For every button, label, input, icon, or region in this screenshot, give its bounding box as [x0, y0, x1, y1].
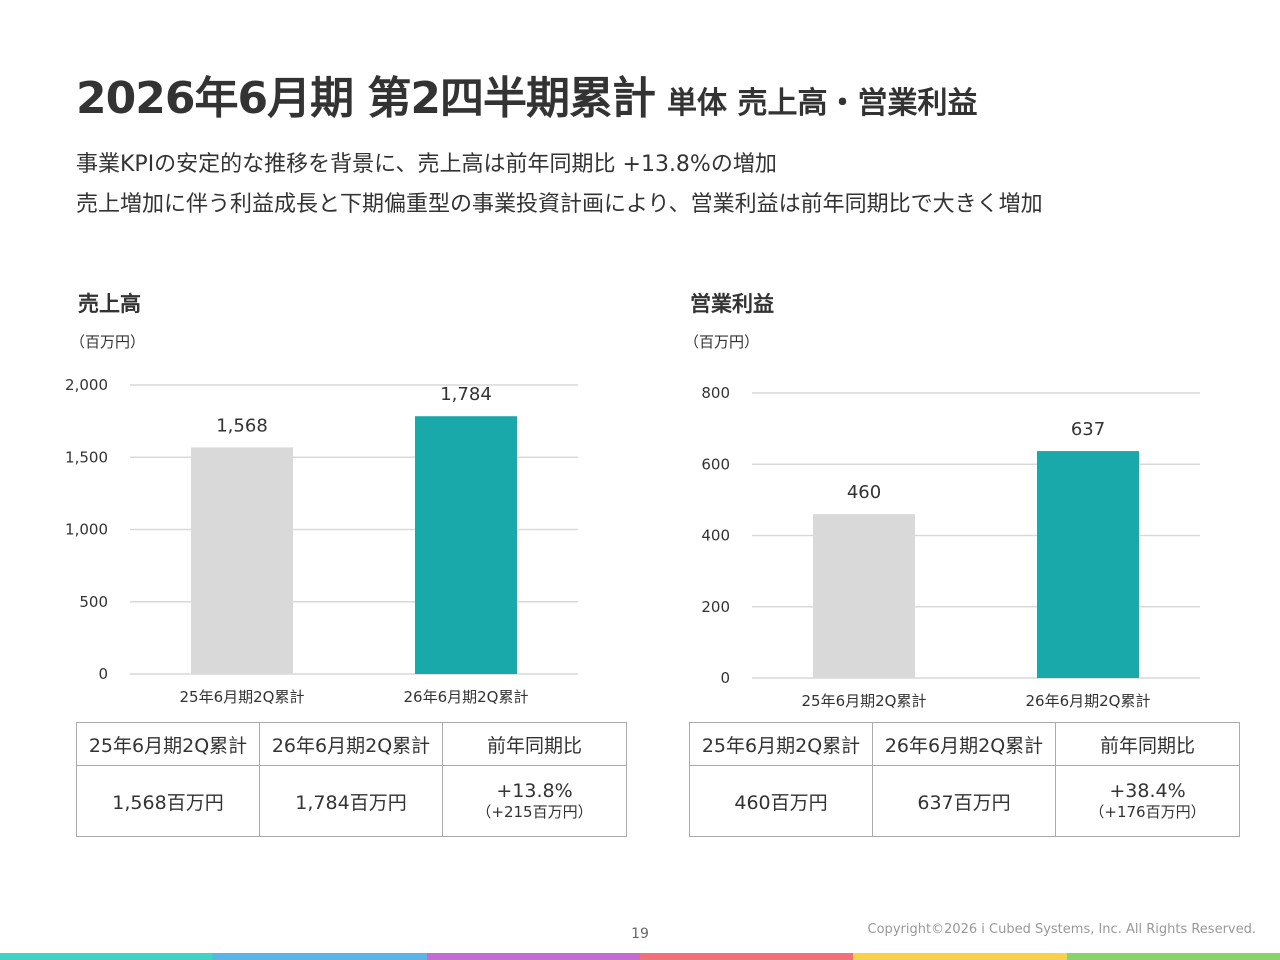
- data-label: 1,784: [440, 384, 492, 405]
- table-cell-prev: 460百万円: [689, 765, 873, 837]
- y-tick-label: 0: [720, 669, 730, 687]
- x-tick-label: 26年6月期2Q累計: [404, 688, 529, 706]
- operating-profit-unit-label: （百万円）: [684, 333, 760, 351]
- table-header-row: 25年6月期2Q累計 26年6月期2Q累計 前年同期比: [76, 722, 627, 766]
- y-tick-label: 0: [98, 665, 108, 683]
- y-tick-label: 600: [701, 455, 730, 473]
- lead-text-1: 事業KPIの安定的な推移を背景に、売上高は前年同期比 +13.8%の増加: [76, 152, 777, 177]
- slide-title: 2026年6月期 第2四半期累計: [76, 73, 656, 124]
- table-header-cell: 前年同期比: [442, 722, 627, 766]
- table-header-cell: 前年同期比: [1055, 722, 1240, 766]
- data-label: 1,568: [216, 415, 268, 436]
- x-tick-label: 25年6月期2Q累計: [802, 692, 927, 710]
- slide-subtitle: 単体 売上高・営業利益: [667, 86, 978, 121]
- sales-bar-chart: 0 500 1,000 1,500 2,000 1,568 25年6月期2Q累計 1,784 2…: [65, 376, 578, 706]
- bar: [415, 416, 517, 674]
- table-cell-current: 1,784百万円: [259, 765, 443, 837]
- lead-text-2: 売上増加に伴う利益成長と下期偏重型の事業投資計画により、営業利益は前年同期比で大…: [76, 192, 1043, 217]
- table-cell-yoy: +38.4% （+176百万円）: [1055, 765, 1240, 837]
- data-label: 637: [1071, 419, 1105, 440]
- stripe-segment: [1066, 953, 1280, 960]
- stripe-segment: [853, 953, 1067, 960]
- table-header-cell: 25年6月期2Q累計: [76, 722, 260, 766]
- stripe-segment: [0, 953, 214, 960]
- stripe-segment: [213, 953, 427, 960]
- page-number: 19: [631, 926, 649, 942]
- table-header-cell: 25年6月期2Q累計: [689, 722, 873, 766]
- table-header-cell: 26年6月期2Q累計: [872, 722, 1056, 766]
- bar: [1037, 451, 1139, 678]
- table-header-row: 25年6月期2Q累計 26年6月期2Q累計 前年同期比: [689, 722, 1240, 766]
- y-tick-label: 500: [79, 593, 108, 611]
- sales-unit-label: （百万円）: [70, 333, 146, 351]
- table-row: 1,568百万円 1,784百万円 +13.8% （+215百万円）: [76, 765, 627, 837]
- slide-title-row: 2026年6月期 第2四半期累計 単体 売上高・営業利益: [76, 62, 977, 126]
- operating-profit-bar-chart: 0 200 400 600 800 460 25年6月期2Q累計 637 26年6月期2Q累計: [701, 384, 1200, 710]
- sales-summary-table: 25年6月期2Q累計 26年6月期2Q累計 前年同期比 1,568百万円 1,7…: [76, 722, 627, 837]
- x-tick-label: 25年6月期2Q累計: [180, 688, 305, 706]
- y-tick-label: 200: [701, 598, 730, 616]
- sales-section-title: 売上高: [78, 292, 141, 316]
- y-tick-label: 2,000: [65, 376, 108, 394]
- footer-color-stripe: [0, 953, 1280, 960]
- operating-profit-section-title: 営業利益: [690, 292, 774, 316]
- table-cell-prev: 1,568百万円: [76, 765, 260, 837]
- x-tick-label: 26年6月期2Q累計: [1026, 692, 1151, 710]
- bar: [813, 514, 915, 678]
- yoy-percent: +13.8%: [496, 780, 573, 802]
- y-tick-label: 1,000: [65, 521, 108, 539]
- data-label: 460: [847, 482, 881, 503]
- yoy-amount: （+176百万円）: [1089, 803, 1206, 821]
- y-tick-label: 400: [701, 527, 730, 545]
- yoy-amount: （+215百万円）: [476, 803, 593, 821]
- copyright-text: Copyright©2026 i Cubed Systems, Inc. All…: [867, 922, 1256, 937]
- yoy-percent: +38.4%: [1109, 780, 1186, 802]
- table-cell-current: 637百万円: [872, 765, 1056, 837]
- stripe-segment: [426, 953, 640, 960]
- bar: [191, 447, 293, 674]
- operating-profit-summary-table: 25年6月期2Q累計 26年6月期2Q累計 前年同期比 460百万円 637百万…: [689, 722, 1240, 837]
- table-cell-yoy: +13.8% （+215百万円）: [442, 765, 627, 837]
- table-header-cell: 26年6月期2Q累計: [259, 722, 443, 766]
- stripe-segment: [639, 953, 854, 960]
- y-tick-label: 800: [701, 384, 730, 402]
- y-tick-label: 1,500: [65, 448, 108, 466]
- table-row: 460百万円 637百万円 +38.4% （+176百万円）: [689, 765, 1240, 837]
